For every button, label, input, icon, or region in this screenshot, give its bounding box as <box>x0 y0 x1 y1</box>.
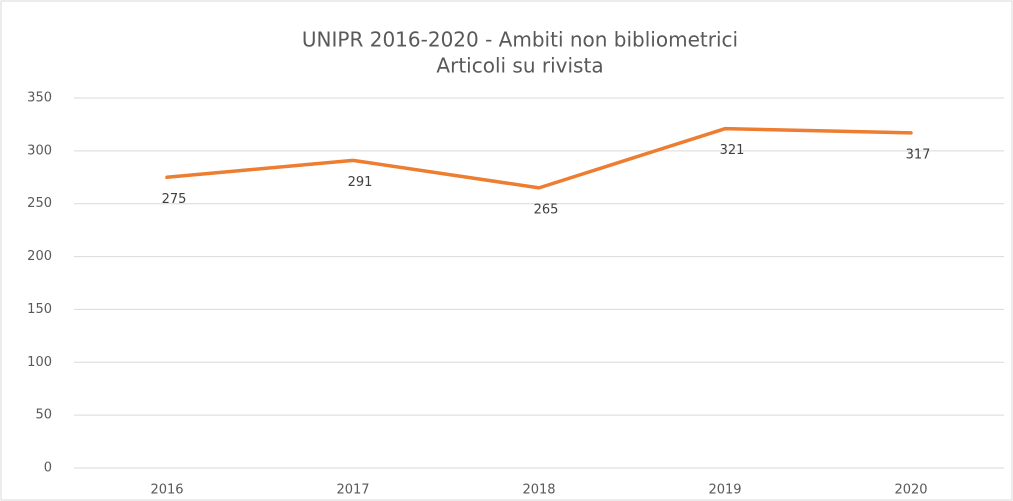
y-tick-label: 350 <box>27 91 52 106</box>
y-tick-label: 0 <box>44 461 52 476</box>
y-tick-label: 100 <box>27 355 52 370</box>
data-label: 275 <box>162 192 187 207</box>
y-tick-label: 300 <box>27 143 52 158</box>
y-tick-label: 250 <box>27 196 52 211</box>
x-tick-label: 2019 <box>708 483 741 498</box>
data-label: 321 <box>720 143 745 158</box>
y-tick-label: 150 <box>27 302 52 317</box>
chart-subtitle: Articoli su rivista <box>436 54 603 78</box>
chart-title: UNIPR 2016-2020 - Ambiti non bibliometri… <box>302 28 738 52</box>
data-label: 317 <box>906 147 931 162</box>
data-label: 265 <box>534 202 559 217</box>
y-tick-label: 200 <box>27 249 52 264</box>
x-tick-label: 2020 <box>894 483 927 498</box>
data-label: 291 <box>348 175 373 190</box>
x-tick-label: 2017 <box>336 483 369 498</box>
x-tick-label: 2018 <box>522 483 555 498</box>
line-series <box>165 126 913 190</box>
y-tick-label: 50 <box>35 408 52 423</box>
x-tick-label: 2016 <box>150 483 183 498</box>
